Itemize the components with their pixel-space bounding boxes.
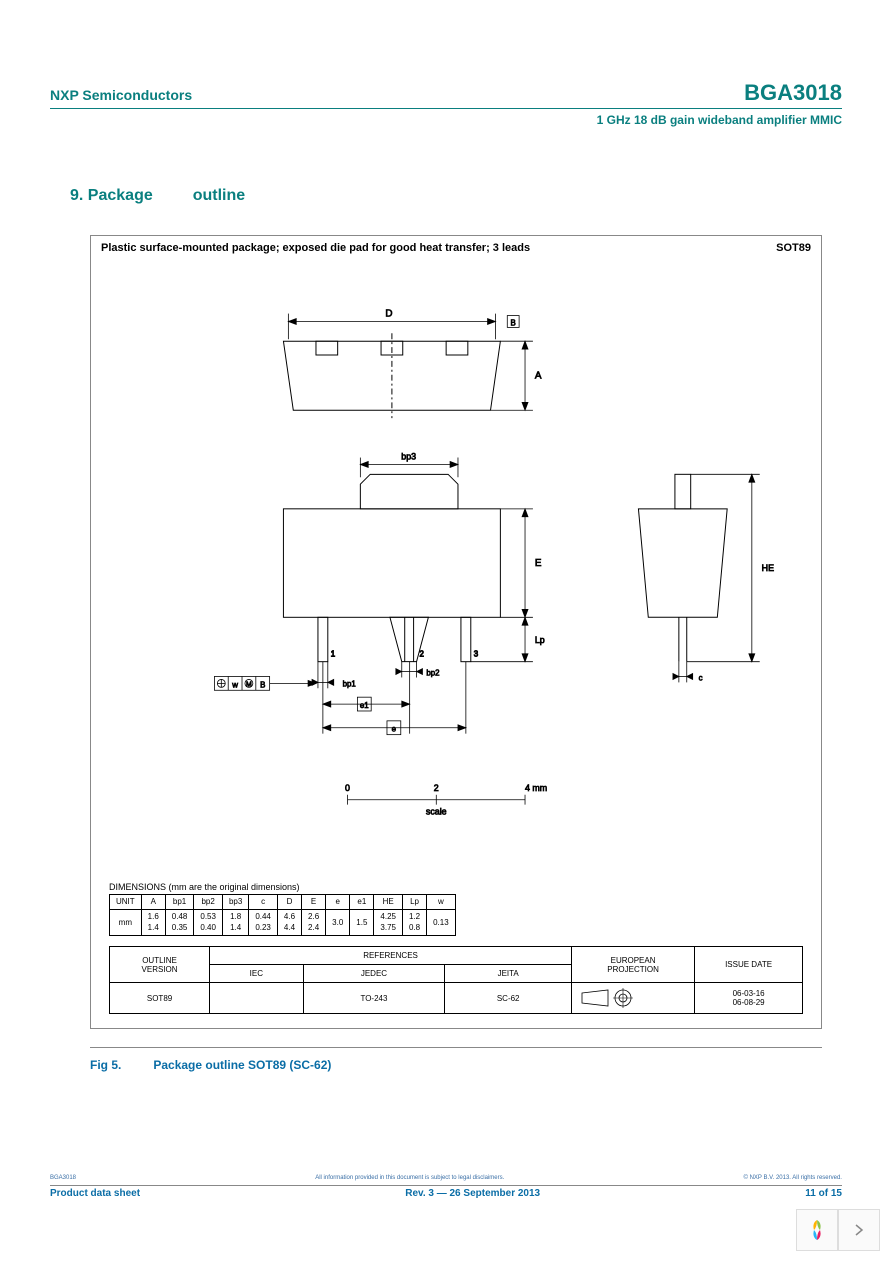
dim-Lp: Lp bbox=[535, 635, 545, 645]
legal-center: All information provided in this documen… bbox=[315, 1175, 504, 1181]
ref-jedec-header: JEDEC bbox=[303, 965, 445, 983]
pin-1: 1 bbox=[331, 650, 335, 659]
dim-col-header: UNIT bbox=[110, 895, 142, 910]
dim-bp2: bp2 bbox=[426, 668, 439, 677]
scale-0: 0 bbox=[345, 783, 350, 793]
ref-jedec: TO-243 bbox=[303, 983, 445, 1014]
page-footer: Product data sheet Rev. 3 — 26 September… bbox=[50, 1185, 842, 1199]
dim-col-header: Lp bbox=[402, 895, 426, 910]
legal-left: BGA3018 bbox=[50, 1175, 76, 1181]
page-subtitle: 1 GHz 18 dB gain wideband amplifier MMIC bbox=[50, 113, 842, 127]
dim-HE: HE bbox=[762, 563, 774, 573]
section-number: 9. bbox=[70, 187, 83, 204]
footer-right: 11 of 15 bbox=[805, 1188, 842, 1199]
pin-3: 3 bbox=[474, 650, 479, 659]
figure-title: Plastic surface-mounted package; exposed… bbox=[101, 242, 530, 254]
section-title-a: Package bbox=[88, 187, 153, 204]
dim-col-header: e bbox=[326, 895, 350, 910]
gdt-B: B bbox=[260, 680, 265, 689]
nav-buttons bbox=[796, 1209, 880, 1251]
dim-col-header: D bbox=[277, 895, 301, 910]
dim-e1: e1 bbox=[360, 701, 369, 710]
figure-number: Fig 5. bbox=[90, 1058, 150, 1072]
dim-cell: 0.48 0.35 bbox=[165, 910, 194, 936]
dim-E: E bbox=[535, 558, 542, 569]
dim-D: D bbox=[385, 309, 392, 320]
scale-2: 2 bbox=[434, 783, 439, 793]
dim-col-header: bp1 bbox=[165, 895, 194, 910]
dim-cell: 4.25 3.75 bbox=[374, 910, 403, 936]
legal-footer: BGA3018 All information provided in this… bbox=[50, 1175, 842, 1181]
projection-symbol bbox=[571, 983, 694, 1014]
dim-col-header: HE bbox=[374, 895, 403, 910]
source-logo-button[interactable] bbox=[796, 1209, 838, 1251]
dim-e: e bbox=[392, 725, 397, 734]
dim-col-header: w bbox=[427, 895, 456, 910]
dim-cell: 0.44 0.23 bbox=[249, 910, 278, 936]
datasheet-page: NXP Semiconductors BGA3018 1 GHz 18 dB g… bbox=[0, 0, 892, 1263]
next-page-button[interactable] bbox=[838, 1209, 880, 1251]
section-heading: 9. Package outline bbox=[70, 187, 842, 205]
dim-cell: mm bbox=[110, 910, 142, 936]
ref-jeita-header: JEITA bbox=[445, 965, 572, 983]
footer-center: Rev. 3 — 26 September 2013 bbox=[405, 1188, 540, 1199]
dim-col-header: c bbox=[249, 895, 278, 910]
figure-title-row: Plastic surface-mounted package; exposed… bbox=[91, 236, 821, 258]
issue-date: 06-03-16 06-08-29 bbox=[695, 983, 803, 1014]
ref-iec bbox=[210, 983, 303, 1014]
dim-col-header: bp2 bbox=[194, 895, 223, 910]
dim-w: w bbox=[231, 680, 238, 689]
dim-cell: 3.0 bbox=[326, 910, 350, 936]
references-header: REFERENCES bbox=[210, 947, 572, 965]
footer-left: Product data sheet bbox=[50, 1188, 140, 1199]
dimensions-caption: DIMENSIONS (mm are the original dimensio… bbox=[109, 882, 821, 892]
part-number: BGA3018 bbox=[744, 80, 842, 106]
dim-cell: 2.6 2.4 bbox=[302, 910, 326, 936]
projection-header: EUROPEAN PROJECTION bbox=[571, 947, 694, 983]
dim-col-header: A bbox=[141, 895, 165, 910]
package-drawing: D B bbox=[101, 258, 811, 878]
dim-cell: 0.13 bbox=[427, 910, 456, 936]
issue-header: ISSUE DATE bbox=[695, 947, 803, 983]
outline-header: OUTLINE VERSION bbox=[110, 947, 210, 983]
dim-c: c bbox=[699, 673, 703, 682]
company-name: NXP Semiconductors bbox=[50, 87, 192, 103]
dim-bp3: bp3 bbox=[401, 452, 416, 462]
package-code: SOT89 bbox=[776, 242, 811, 254]
package-svg: D B bbox=[101, 258, 811, 878]
svg-text:M: M bbox=[246, 681, 252, 688]
ref-jeita: SC-62 bbox=[445, 983, 572, 1014]
dim-cell: 1.5 bbox=[350, 910, 374, 936]
dim-col-header: bp3 bbox=[222, 895, 248, 910]
dim-B: B bbox=[511, 318, 516, 327]
dim-bp1: bp1 bbox=[343, 679, 356, 688]
dim-cell: 0.53 0.40 bbox=[194, 910, 223, 936]
ref-iec-header: IEC bbox=[210, 965, 303, 983]
dim-cell: 1.8 1.4 bbox=[222, 910, 248, 936]
dim-A: A bbox=[535, 371, 542, 382]
dim-cell: 1.6 1.4 bbox=[141, 910, 165, 936]
page-header: NXP Semiconductors BGA3018 bbox=[50, 80, 842, 109]
chevron-right-icon bbox=[852, 1223, 866, 1237]
scale-label: scale bbox=[426, 807, 447, 817]
outline-version: SOT89 bbox=[110, 983, 210, 1014]
scale-4: 4 mm bbox=[525, 783, 547, 793]
section-title-b: outline bbox=[193, 187, 245, 204]
projection-icon bbox=[578, 987, 638, 1009]
figure-caption-text: Package outline SOT89 (SC-62) bbox=[153, 1058, 331, 1072]
figure-caption: Fig 5. Package outline SOT89 (SC-62) bbox=[90, 1047, 822, 1072]
dimensions-table: UNITAbp1bp2bp3cDEee1HELpw mm1.6 1.40.48 … bbox=[109, 894, 456, 936]
dim-col-header: e1 bbox=[350, 895, 374, 910]
dim-col-header: E bbox=[302, 895, 326, 910]
dim-cell: 1.2 0.8 bbox=[402, 910, 426, 936]
figure-container: Plastic surface-mounted package; exposed… bbox=[90, 235, 822, 1029]
dim-cell: 4.6 4.4 bbox=[277, 910, 301, 936]
references-table: OUTLINE VERSION REFERENCES EUROPEAN PROJ… bbox=[109, 946, 803, 1014]
leaf-logo-icon bbox=[804, 1217, 830, 1243]
pin-2: 2 bbox=[420, 650, 424, 659]
legal-right: © NXP B.V. 2013. All rights reserved. bbox=[744, 1175, 842, 1181]
